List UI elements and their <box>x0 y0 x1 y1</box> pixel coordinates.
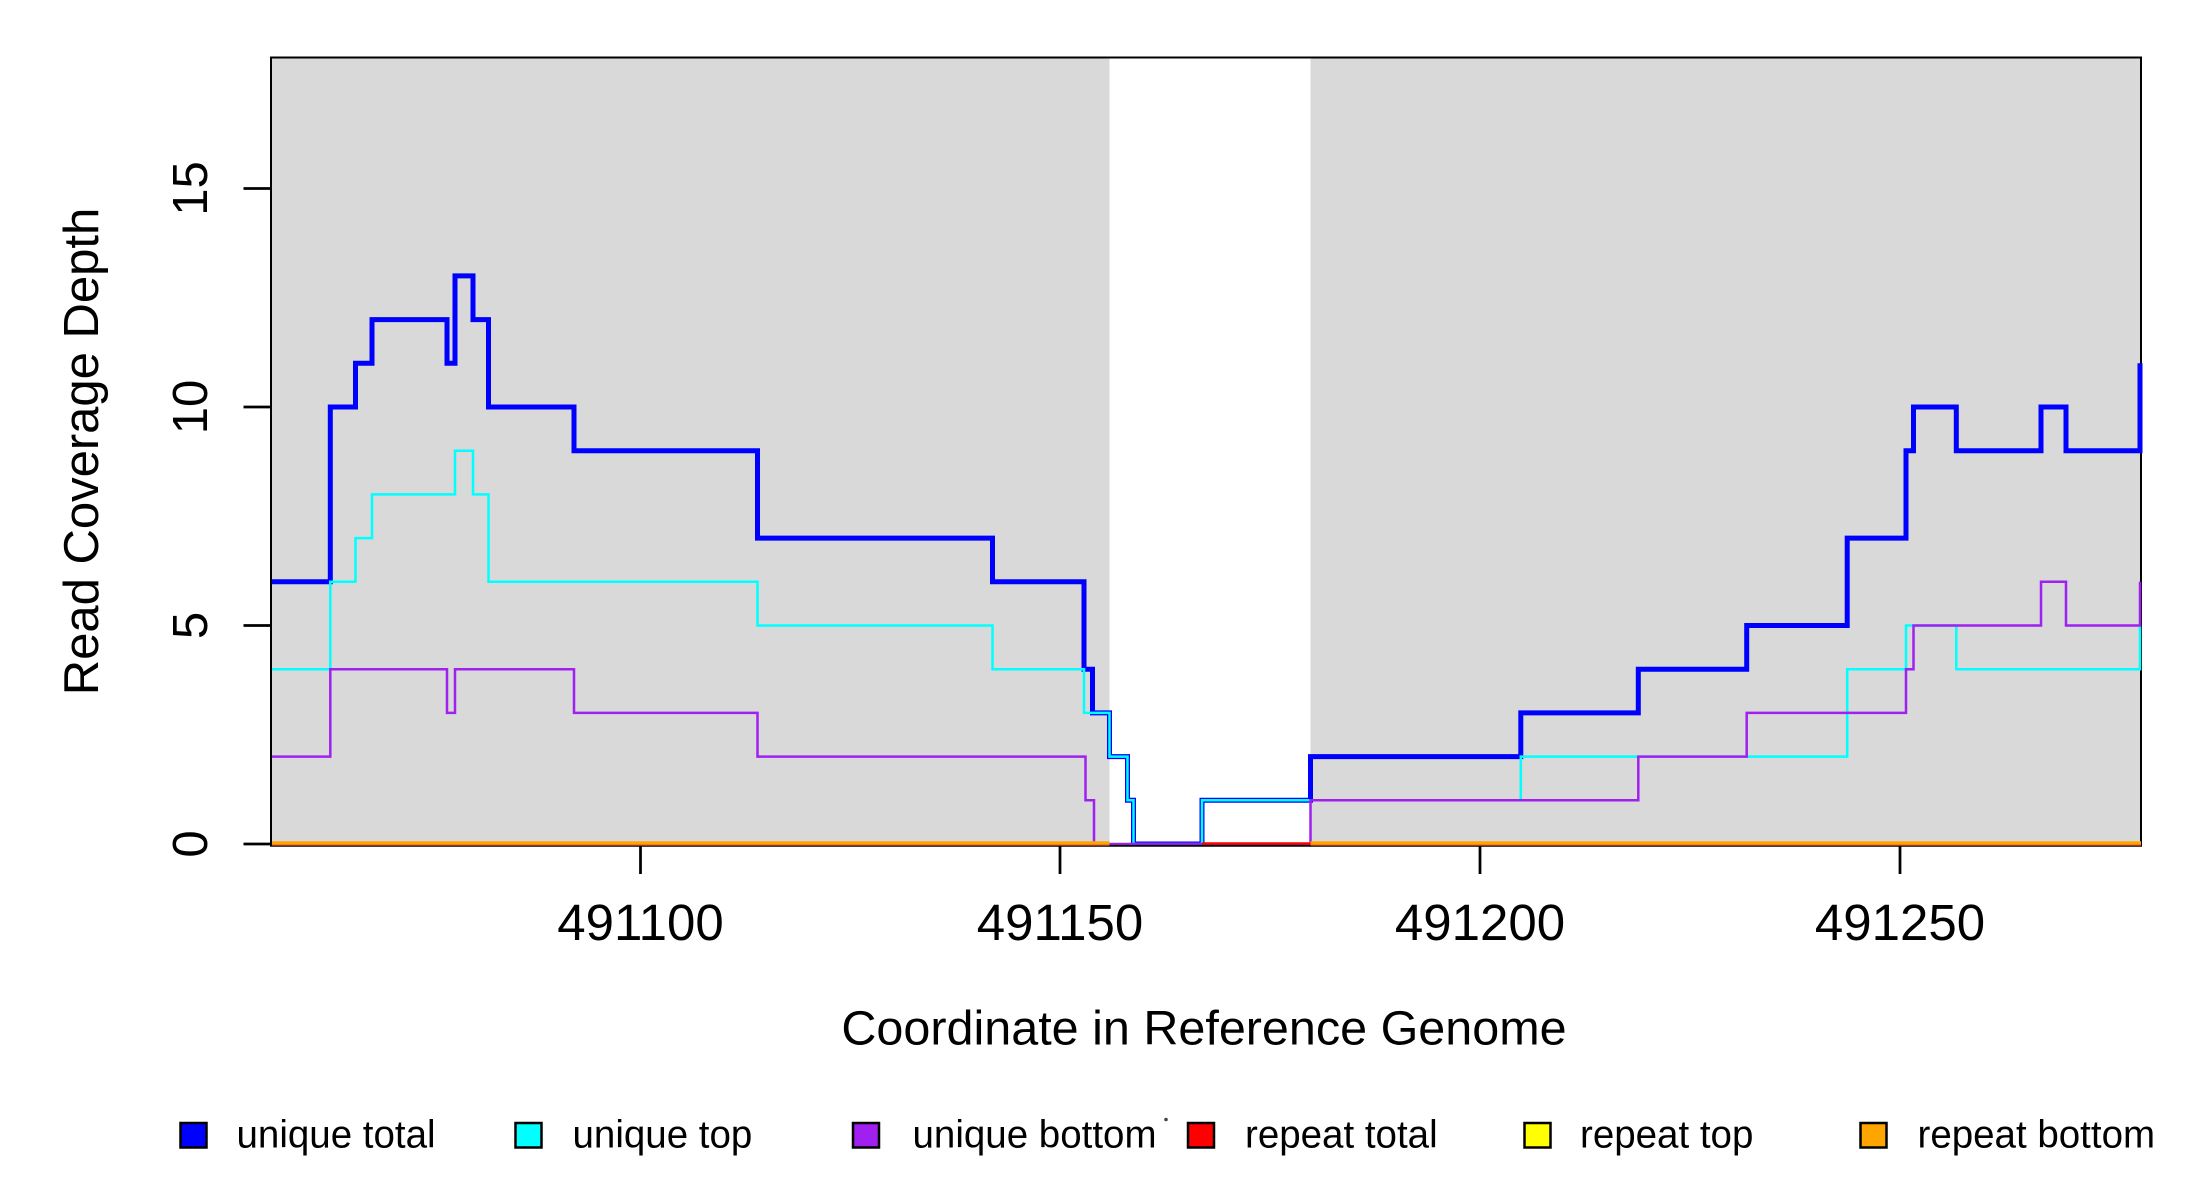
svg-text:Read Coverage Depth: Read Coverage Depth <box>55 208 109 696</box>
svg-text:0: 0 <box>164 830 218 857</box>
svg-text:491100: 491100 <box>557 894 723 951</box>
svg-text:repeat top: repeat top <box>1580 1114 1753 1157</box>
svg-text:unique total: unique total <box>237 1114 436 1157</box>
svg-text:10: 10 <box>164 380 218 435</box>
svg-text:unique bottom: unique bottom <box>913 1114 1157 1157</box>
svg-text:491200: 491200 <box>1395 894 1565 951</box>
svg-text:5: 5 <box>164 612 218 639</box>
svg-text:repeat total: repeat total <box>1245 1114 1438 1157</box>
svg-text:491150: 491150 <box>977 894 1143 951</box>
svg-text:repeat bottom: repeat bottom <box>1918 1114 2156 1157</box>
svg-text:Coordinate in Reference Genome: Coordinate in Reference Genome <box>841 1002 1566 1056</box>
svg-text:15: 15 <box>164 161 218 216</box>
svg-text:491250: 491250 <box>1815 894 1985 951</box>
svg-text:unique top: unique top <box>573 1114 753 1157</box>
